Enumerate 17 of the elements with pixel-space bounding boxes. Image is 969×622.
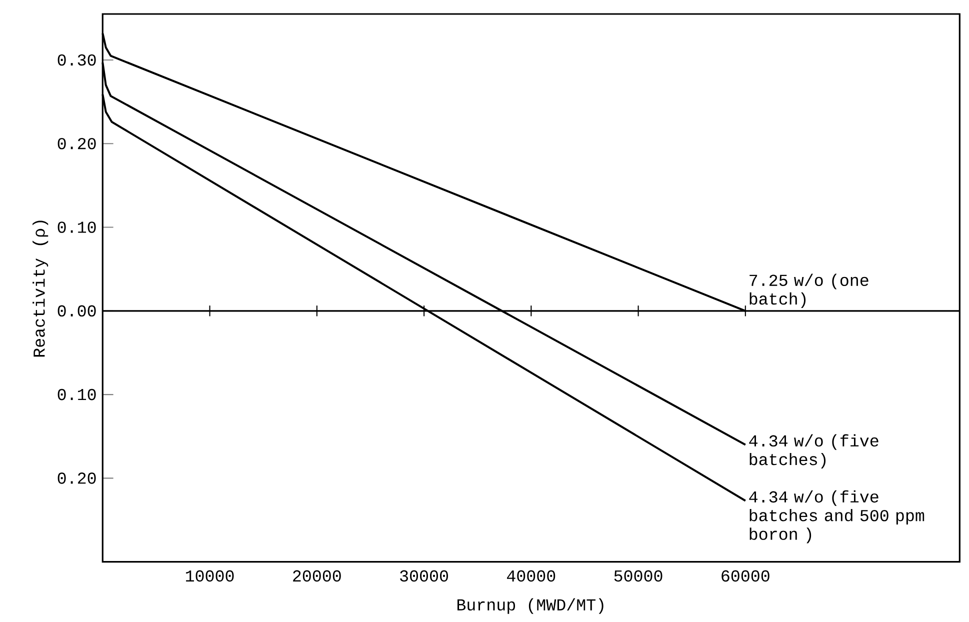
annotation: 7.25 w/o (one batch)	[750, 274, 868, 308]
x-axis-title: Burnup (MWD/MT)	[457, 598, 604, 614]
y-tick-label: 0.20	[58, 138, 96, 150]
x-tick-label: 40000	[506, 570, 556, 582]
y-tick-label: 0.10	[58, 388, 96, 400]
y-tick-label: 0.10	[58, 221, 96, 233]
x-tick-label: 50000	[614, 570, 662, 582]
y-axis-title: Reactivity (ρ)	[32, 220, 48, 356]
y-tick-label: 0.00	[58, 305, 96, 316]
x-tick-label: 30000	[400, 570, 448, 582]
x-tick-label: 60000	[722, 570, 770, 582]
y-tick-label: 0.30	[58, 54, 96, 66]
y-tick-label: 0.20	[58, 472, 96, 484]
x-tick-label: 10000	[186, 570, 234, 582]
annotation: 4.34 w/o (five batches)	[749, 434, 878, 468]
annotation: 4.34 w/o (five batches and 500 ppm boron )	[749, 490, 924, 543]
x-tick-label: 20000	[293, 570, 341, 582]
